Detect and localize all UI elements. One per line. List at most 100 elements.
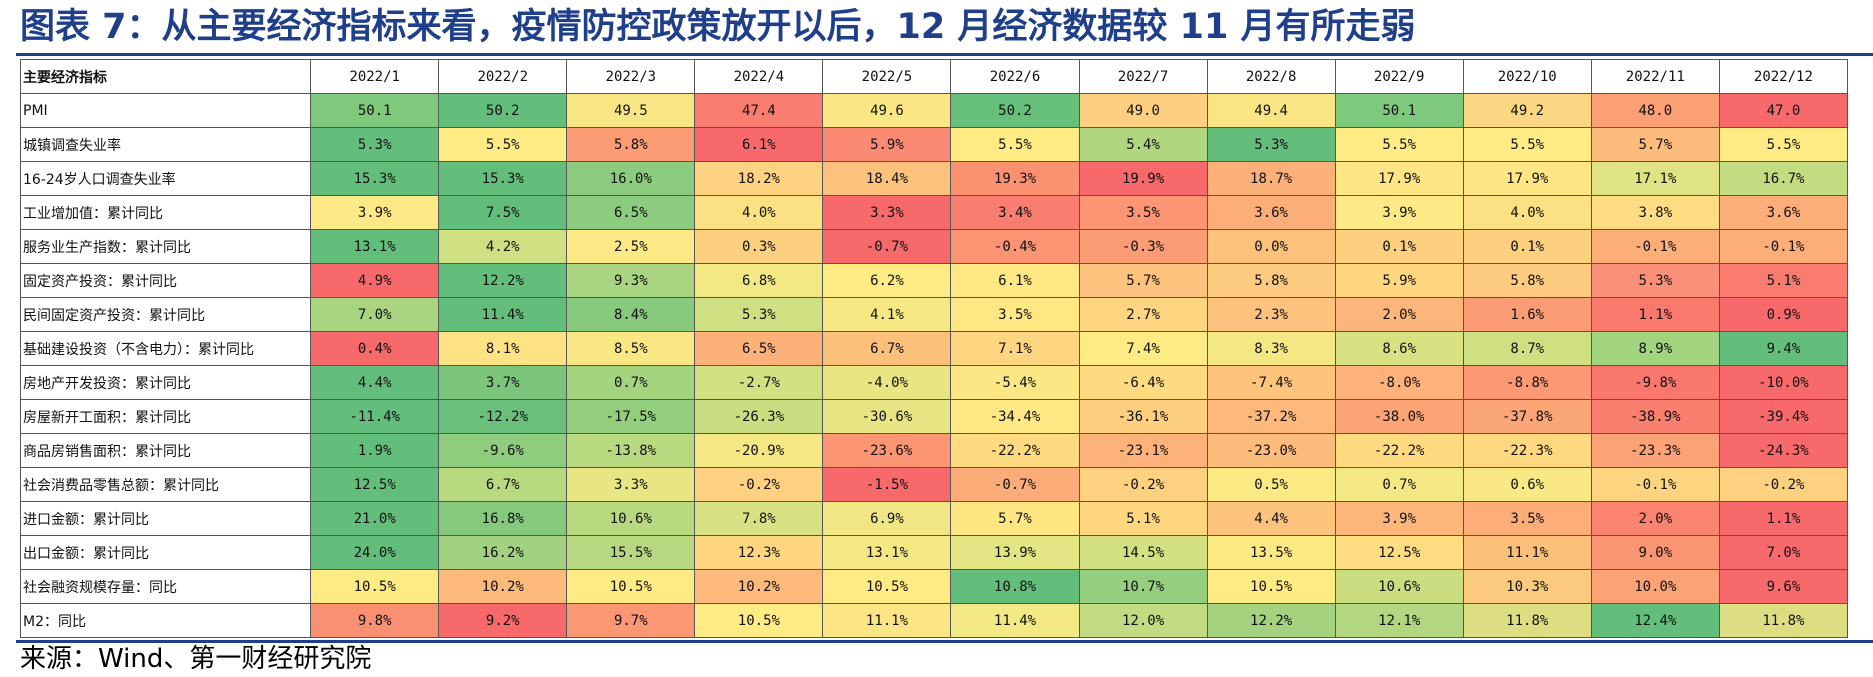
table-cell: 49.4 — [1206, 93, 1336, 128]
table-cell: 0.7% — [1334, 467, 1464, 502]
table-cell: 4.4% — [310, 365, 440, 400]
table-cell: 1.9% — [310, 433, 440, 468]
table-cell: 8.1% — [438, 331, 568, 366]
table-cell: -7.4% — [1206, 365, 1336, 400]
table-cell: 10.5% — [1206, 569, 1336, 604]
table-cell: 19.9% — [1078, 161, 1208, 196]
table-cell: 0.3% — [694, 229, 824, 264]
table-cell: 8.9% — [1590, 331, 1720, 366]
table-cell: 17.9% — [1334, 161, 1464, 196]
table-cell: 16.2% — [438, 535, 568, 570]
table-cell: 5.4% — [1078, 127, 1208, 162]
table-cell: 3.6% — [1718, 195, 1849, 230]
table-cell: 9.7% — [566, 603, 696, 638]
row-label: 16-24岁人口调查失业率 — [19, 161, 312, 196]
row-label: 出口金额：累计同比 — [19, 535, 312, 570]
table-cell: 16.7% — [1718, 161, 1849, 196]
table-cell: 13.1% — [822, 535, 952, 570]
table-cell: 10.6% — [1334, 569, 1464, 604]
table-cell: 12.4% — [1590, 603, 1720, 638]
table-cell: 5.3% — [1206, 127, 1336, 162]
table-cell: 9.4% — [1718, 331, 1849, 366]
table-cell: -24.3% — [1718, 433, 1849, 468]
table-cell: 11.8% — [1462, 603, 1592, 638]
table-cell: 5.5% — [438, 127, 568, 162]
table-cell: -1.5% — [822, 467, 952, 502]
row-label: 房屋新开工面积：累计同比 — [19, 399, 312, 434]
table-cell: -39.4% — [1718, 399, 1849, 434]
table-row: 基础建设投资（不含电力）：累计同比 0.4% 8.1% 8.5% 6.5% 6.7% 7.1… — [19, 331, 1849, 366]
table-cell: 3.3% — [566, 467, 696, 502]
table-cell: -2.7% — [694, 365, 824, 400]
table-cell: 13.1% — [310, 229, 440, 264]
table-cell: 50.1 — [1334, 93, 1464, 128]
table-body: PMI 50.1 50.2 49.5 47.4 49.6 50.2 49.0 49.4 50.1 4… — [19, 93, 1849, 638]
table-cell: 5.5% — [1718, 127, 1849, 162]
table-cell: 8.5% — [566, 331, 696, 366]
table-cell: -30.6% — [822, 399, 952, 434]
table-cell: 7.0% — [1718, 535, 1849, 570]
table-cell: 13.9% — [950, 535, 1080, 570]
table-cell: 8.3% — [1206, 331, 1336, 366]
row-label: 社会消费品零售总额：累计同比 — [19, 467, 312, 502]
table-cell: 0.6% — [1462, 467, 1592, 502]
table-cell: 49.5 — [566, 93, 696, 128]
title-rule — [16, 53, 1873, 56]
table-cell: 9.0% — [1590, 535, 1720, 570]
table-cell: -8.0% — [1334, 365, 1464, 400]
table-cell: -26.3% — [694, 399, 824, 434]
table-cell: 49.6 — [822, 93, 952, 128]
table-cell: -0.3% — [1078, 229, 1208, 264]
table-cell: -22.2% — [950, 433, 1080, 468]
table-cell: 1.6% — [1462, 297, 1592, 332]
economic-indicators-table: 主要经济指标 2022/1 2022/2 2022/3 2022/4 2022/5 202… — [19, 59, 1849, 638]
column-header: 2022/12 — [1718, 59, 1849, 94]
table-cell: -6.4% — [1078, 365, 1208, 400]
table-cell: 16.8% — [438, 501, 568, 536]
table-cell: 9.3% — [566, 263, 696, 298]
row-label: 城镇调查失业率 — [19, 127, 312, 162]
column-header: 2022/2 — [438, 59, 568, 94]
table-cell: 5.3% — [694, 297, 824, 332]
table-cell: -0.7% — [950, 467, 1080, 502]
table-cell: -34.4% — [950, 399, 1080, 434]
table-cell: 17.9% — [1462, 161, 1592, 196]
column-header: 2022/1 — [310, 59, 440, 94]
row-label: 房地产开发投资：累计同比 — [19, 365, 312, 400]
table-cell: 2.5% — [566, 229, 696, 264]
table-cell: 9.2% — [438, 603, 568, 638]
table-cell: 5.3% — [1590, 263, 1720, 298]
table-cell: 48.0 — [1590, 93, 1720, 128]
table-cell: 4.0% — [1462, 195, 1592, 230]
table-cell: -0.1% — [1590, 467, 1720, 502]
table-cell: -17.5% — [566, 399, 696, 434]
table-cell: -37.8% — [1462, 399, 1592, 434]
table-cell: 2.7% — [1078, 297, 1208, 332]
table-cell: 17.1% — [1590, 161, 1720, 196]
table-cell: 3.5% — [950, 297, 1080, 332]
table-cell: 10.5% — [566, 569, 696, 604]
table-cell: 10.7% — [1078, 569, 1208, 604]
figure-title: 图表 7：从主要经济指标来看，疫情防控政策放开以后，12 月经济数据较 11 月… — [20, 7, 1416, 47]
table-cell: 3.8% — [1590, 195, 1720, 230]
table-cell: 4.2% — [438, 229, 568, 264]
table-cell: 0.9% — [1718, 297, 1849, 332]
table-cell: 14.5% — [1078, 535, 1208, 570]
table-cell: 49.0 — [1078, 93, 1208, 128]
table-cell: 5.5% — [950, 127, 1080, 162]
table-cell: 0.0% — [1206, 229, 1336, 264]
column-header: 2022/10 — [1462, 59, 1592, 94]
table-cell: 3.4% — [950, 195, 1080, 230]
row-label: 基础建设投资（不含电力）：累计同比 — [19, 331, 312, 366]
source-note: 来源：Wind、第一财经研究院 — [20, 644, 372, 674]
corner-header: 主要经济指标 — [19, 59, 312, 94]
table-cell: -23.0% — [1206, 433, 1336, 468]
table-cell: -9.8% — [1590, 365, 1720, 400]
table-cell: -10.0% — [1718, 365, 1849, 400]
table-cell: -5.4% — [950, 365, 1080, 400]
table-cell: 47.0 — [1718, 93, 1849, 128]
table-cell: 9.6% — [1718, 569, 1849, 604]
table-row: 工业增加值：累计同比 3.9% 7.5% 6.5% 4.0% 3.3% 3.4% 3.5% 3.… — [19, 195, 1849, 230]
column-header: 2022/6 — [950, 59, 1080, 94]
table-row: M2：同比 9.8% 9.2% 9.7% 10.5% 11.1% 11.4% 12.0% 12.… — [19, 603, 1849, 638]
